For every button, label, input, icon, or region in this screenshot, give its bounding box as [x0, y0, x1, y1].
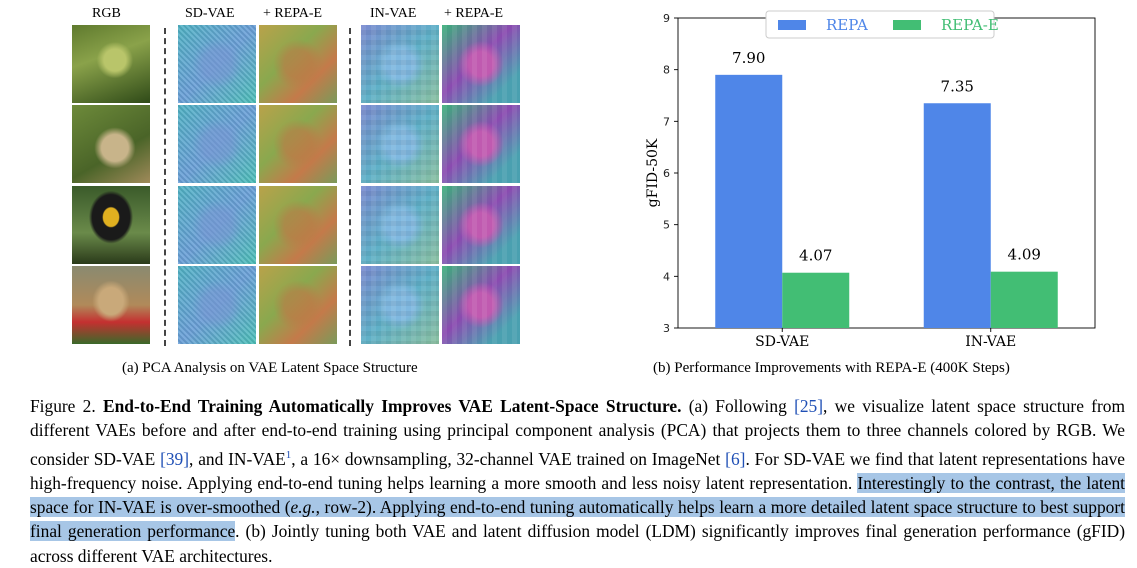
bar-repa	[923, 103, 991, 328]
y-tick-label: 9	[663, 12, 670, 25]
citation-link[interactable]: [39]	[160, 448, 190, 469]
column-header-sd-vae-repa-e: + REPA-E	[263, 6, 323, 21]
figure-caption: Figure 2. End-to-End Training Automatica…	[30, 394, 1126, 568]
rgb-image	[72, 266, 150, 344]
column-divider	[349, 28, 351, 346]
caption-text: . For SD-VAE we find that latent represe…	[30, 448, 1125, 493]
bar-repa-e	[782, 272, 850, 328]
pca-latent-image	[442, 25, 520, 103]
y-tick-label: 3	[663, 322, 670, 335]
caption-text: . (b) Jointly tuning both VAE and latent…	[30, 521, 1125, 566]
caption-title: End-to-End Training Automatically Improv…	[103, 396, 682, 416]
rgb-image	[72, 186, 150, 264]
y-tick-label: 4	[663, 270, 670, 283]
subcaption-a: (a) PCA Analysis on VAE Latent Space Str…	[122, 360, 418, 376]
caption-text: , a 16× downsampling, 32-channel VAE tra…	[291, 448, 721, 469]
column-divider	[164, 28, 166, 346]
caption-text: , and IN-VAE	[189, 448, 286, 469]
caption-text: (a) Following	[688, 396, 787, 416]
legend-label: REPA	[826, 16, 868, 34]
legend	[765, 10, 995, 39]
data-label: 7.35	[941, 77, 974, 95]
gfid-bar-chart: 3 4 5 6 7 8 9 gFID-50K SD-VAE 7.90 4.07 IN-VAE 7.35 4…	[645, 10, 1096, 350]
y-tick-label: 5	[663, 219, 670, 232]
bar-repa	[715, 74, 783, 328]
caption-text: , we visualize latent space structure fr…	[30, 396, 1125, 469]
column-header-in-vae: IN-VAE	[370, 6, 417, 21]
pca-latent-image	[178, 186, 256, 264]
citation-link[interactable]: [6]	[725, 448, 746, 469]
pca-latent-image	[178, 105, 256, 183]
pca-latent-image	[178, 266, 256, 344]
pca-latent-image	[259, 186, 337, 264]
data-label: 4.07	[799, 247, 832, 265]
subcaption-b: (b) Performance Improvements with REPA-E…	[653, 360, 1010, 376]
y-tick-label: 6	[663, 167, 670, 180]
data-label: 4.09	[1008, 246, 1041, 264]
pca-latent-image	[259, 105, 337, 183]
pca-latent-image	[361, 25, 439, 103]
y-axis-label: gFID-50K	[645, 138, 661, 207]
legend-swatch	[893, 20, 921, 30]
pca-latent-image	[442, 186, 520, 264]
pca-latent-image	[259, 266, 337, 344]
bar-repa-e	[990, 271, 1058, 328]
rgb-image	[72, 105, 150, 183]
pca-latent-image	[442, 105, 520, 183]
pca-latent-image	[442, 266, 520, 344]
x-tick-label: IN-VAE	[965, 334, 1016, 350]
legend-swatch	[778, 20, 806, 30]
rgb-image	[72, 25, 150, 103]
x-tick-label: SD-VAE	[755, 334, 809, 350]
pca-latent-image	[361, 105, 439, 183]
pca-latent-image	[259, 25, 337, 103]
citation-link[interactable]: [25]	[794, 396, 824, 416]
pca-latent-image	[361, 266, 439, 344]
column-header-sd-vae: SD-VAE	[185, 6, 235, 21]
column-header-in-vae-repa-e: + REPA-E	[444, 6, 504, 21]
y-tick-label: 8	[663, 64, 670, 77]
figure-label: Figure 2.	[30, 396, 96, 416]
y-tick-label: 7	[663, 115, 670, 128]
pca-latent-image	[178, 25, 256, 103]
data-label: 7.90	[732, 49, 765, 67]
pca-latent-image	[361, 186, 439, 264]
footnote-link[interactable]: 1	[285, 448, 292, 461]
column-header-rgb: RGB	[92, 6, 121, 21]
legend-label: REPA-E	[941, 16, 999, 34]
